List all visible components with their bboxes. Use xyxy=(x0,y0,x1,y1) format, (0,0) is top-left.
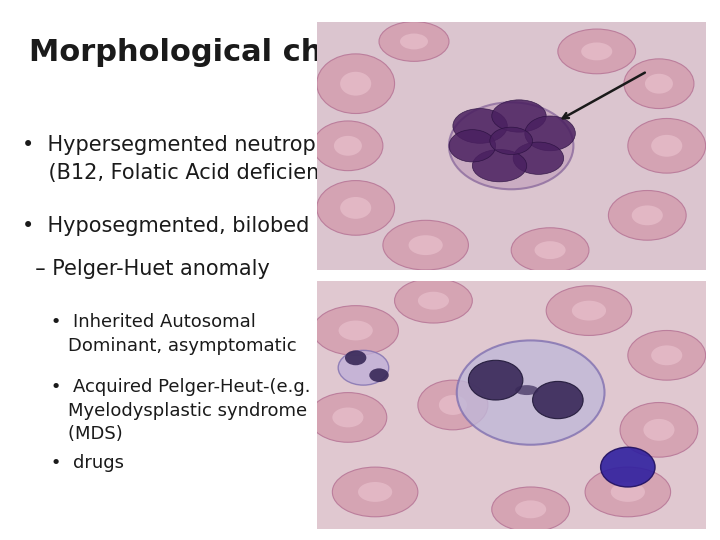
Ellipse shape xyxy=(418,380,488,430)
Ellipse shape xyxy=(358,482,392,502)
Ellipse shape xyxy=(408,235,443,255)
Ellipse shape xyxy=(515,385,539,395)
Ellipse shape xyxy=(534,241,566,259)
Ellipse shape xyxy=(400,33,428,50)
Ellipse shape xyxy=(313,306,398,355)
Text: •  Acquired Pelger-Heut-(e.g.
        Myelodysplastic syndrome
        (MDS): • Acquired Pelger-Heut-(e.g. Myelodyspla… xyxy=(22,378,310,443)
Ellipse shape xyxy=(333,408,364,427)
Ellipse shape xyxy=(651,135,683,157)
Ellipse shape xyxy=(511,228,589,273)
Ellipse shape xyxy=(558,29,636,74)
Ellipse shape xyxy=(449,130,495,162)
Ellipse shape xyxy=(611,482,645,502)
Ellipse shape xyxy=(546,286,631,335)
Ellipse shape xyxy=(317,54,395,113)
Ellipse shape xyxy=(453,109,508,143)
Ellipse shape xyxy=(525,116,575,151)
Ellipse shape xyxy=(418,292,449,309)
Text: •  Hypersegmented neutrophil
    (B12, Folatic Acid deficiency): • Hypersegmented neutrophil (B12, Folati… xyxy=(22,135,351,183)
Ellipse shape xyxy=(345,350,366,365)
Text: – Pelger-Huet anomaly: – Pelger-Huet anomaly xyxy=(22,259,269,279)
Ellipse shape xyxy=(492,487,570,532)
Ellipse shape xyxy=(490,127,533,154)
Ellipse shape xyxy=(645,74,673,93)
Text: •  Hyposegmented, bilobed: • Hyposegmented, bilobed xyxy=(22,216,309,236)
Ellipse shape xyxy=(340,197,372,219)
Ellipse shape xyxy=(333,467,418,517)
Ellipse shape xyxy=(631,205,663,225)
Ellipse shape xyxy=(439,395,467,415)
Ellipse shape xyxy=(369,368,389,382)
Ellipse shape xyxy=(624,59,694,109)
Ellipse shape xyxy=(572,301,606,321)
Ellipse shape xyxy=(456,340,605,445)
Ellipse shape xyxy=(644,419,675,441)
Ellipse shape xyxy=(317,180,395,235)
Ellipse shape xyxy=(608,191,686,240)
Ellipse shape xyxy=(533,381,583,418)
Ellipse shape xyxy=(585,467,670,517)
Ellipse shape xyxy=(472,150,527,182)
Ellipse shape xyxy=(395,278,472,323)
Ellipse shape xyxy=(334,136,362,156)
Ellipse shape xyxy=(469,360,523,400)
Ellipse shape xyxy=(651,346,683,365)
Ellipse shape xyxy=(379,22,449,62)
Ellipse shape xyxy=(449,102,573,189)
FancyBboxPatch shape xyxy=(317,281,706,529)
Ellipse shape xyxy=(383,220,469,270)
Text: •  drugs: • drugs xyxy=(22,454,124,471)
Ellipse shape xyxy=(338,321,373,340)
Ellipse shape xyxy=(513,142,564,174)
Ellipse shape xyxy=(492,100,546,132)
Ellipse shape xyxy=(581,43,612,60)
FancyBboxPatch shape xyxy=(317,22,706,270)
Ellipse shape xyxy=(628,330,706,380)
Ellipse shape xyxy=(338,350,389,385)
Ellipse shape xyxy=(600,447,655,487)
Ellipse shape xyxy=(340,72,372,96)
Text: Morphological changes: Morphological changes xyxy=(29,38,425,67)
Text: •  Inherited Autosomal
        Dominant, asymptomatic: • Inherited Autosomal Dominant, asymptom… xyxy=(22,313,296,355)
Ellipse shape xyxy=(309,393,387,442)
Ellipse shape xyxy=(628,118,706,173)
Ellipse shape xyxy=(620,402,698,457)
Ellipse shape xyxy=(515,501,546,518)
Ellipse shape xyxy=(313,121,383,171)
